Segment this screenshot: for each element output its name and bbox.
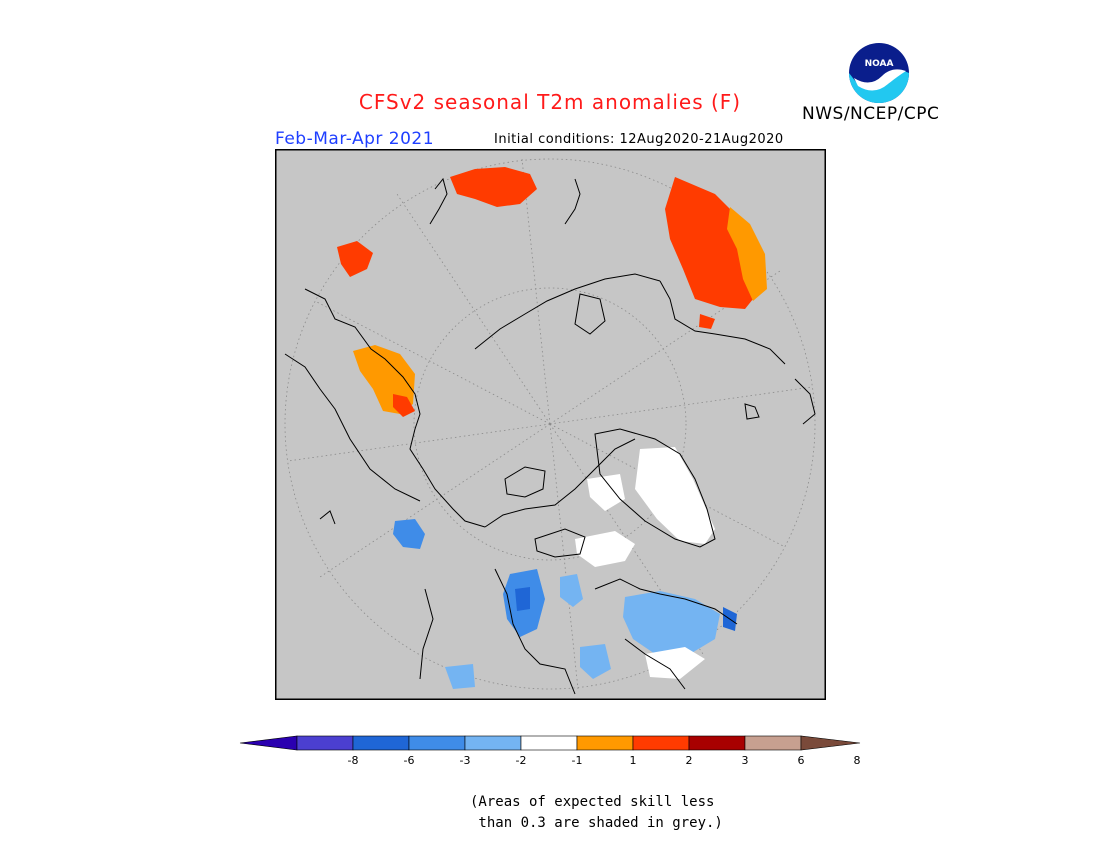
colorbar-arrow-low	[239, 735, 298, 751]
colorbar-swatch	[408, 735, 466, 751]
skill-note-line-2: than 0.3 are shaded in grey.)	[470, 815, 723, 831]
initial-conditions-label: Initial conditions: 12Aug2020-21Aug2020	[494, 132, 784, 147]
skill-note: (Areas of expected skill less than 0.3 a…	[470, 792, 730, 834]
colorbar-label: 6	[798, 754, 805, 767]
noaa-logo-text: NOAA	[865, 59, 894, 69]
colorbar-swatches	[239, 735, 861, 751]
colorbar-label: -8	[348, 754, 359, 767]
colorbar-label: -2	[516, 754, 527, 767]
agency-label: NWS/NCEP/CPC	[802, 104, 940, 124]
colorbar-label: -1	[572, 754, 583, 767]
colorbar-label: 1	[630, 754, 637, 767]
map-title: CFSv2 seasonal T2m anomalies (F)	[358, 90, 742, 114]
near-normal-white	[575, 447, 715, 679]
colorbar-swatch	[576, 735, 634, 751]
colorbar-label: 8	[854, 754, 861, 767]
cool-anomalies	[393, 519, 737, 689]
colorbar: -8 -6 -3 -2 -1 1 2 3 6 8	[239, 735, 861, 767]
colorbar-swatch	[632, 735, 690, 751]
map-frame	[275, 149, 826, 700]
colorbar-swatch	[296, 735, 354, 751]
colorbar-swatch	[520, 735, 578, 751]
coastlines	[284, 177, 816, 695]
noaa-logo: NOAA	[849, 43, 909, 103]
season-label: Feb-Mar-Apr 2021	[275, 129, 435, 149]
skill-note-line-1: (Areas of expected skill less	[470, 794, 715, 810]
colorbar-arrow-high	[800, 735, 861, 751]
colorbar-label: 2	[686, 754, 693, 767]
colorbar-swatch	[744, 735, 802, 751]
colorbar-labels: -8 -6 -3 -2 -1 1 2 3 6 8	[348, 754, 861, 767]
polar-map	[275, 149, 826, 700]
colorbar-swatch	[352, 735, 410, 751]
colorbar-label: -3	[460, 754, 471, 767]
colorbar-label: -6	[404, 754, 415, 767]
colorbar-label: 3	[742, 754, 749, 767]
colorbar-swatch	[688, 735, 746, 751]
colorbar-swatch	[464, 735, 522, 751]
